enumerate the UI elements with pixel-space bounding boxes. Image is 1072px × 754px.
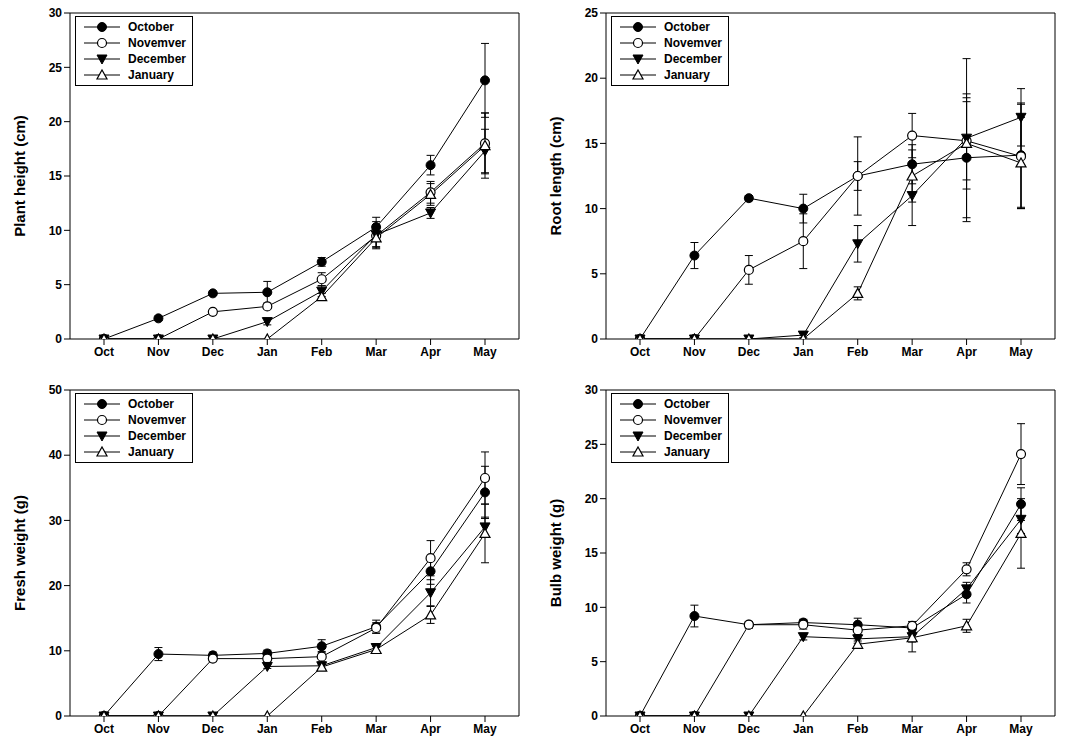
svg-text:20: 20 bbox=[585, 71, 599, 85]
svg-text:Apr: Apr bbox=[420, 722, 441, 736]
html-text:October: October bbox=[664, 397, 710, 411]
svg-text:Oct: Oct bbox=[630, 722, 650, 736]
svg-text:Feb: Feb bbox=[847, 345, 868, 359]
svg-text:5: 5 bbox=[55, 278, 62, 292]
html-text:January: January bbox=[664, 68, 710, 82]
svg-text:15: 15 bbox=[585, 137, 599, 151]
svg-text:Dec: Dec bbox=[738, 345, 760, 359]
html-text:Novemver: Novemver bbox=[664, 36, 722, 50]
html-text:January: January bbox=[128, 68, 174, 82]
svg-text:Nov: Nov bbox=[147, 345, 170, 359]
svg-text:Oct: Oct bbox=[94, 345, 114, 359]
svg-text:0: 0 bbox=[591, 709, 598, 723]
svg-text:15: 15 bbox=[585, 546, 599, 560]
svg-text:Jan: Jan bbox=[793, 722, 814, 736]
svg-text:Nov: Nov bbox=[683, 722, 706, 736]
svg-text:20: 20 bbox=[585, 492, 599, 506]
html-text:December: December bbox=[128, 52, 186, 66]
html-text:October: October bbox=[128, 397, 174, 411]
svg-text:Fresh weight (g): Fresh weight (g) bbox=[11, 495, 28, 611]
svg-text:0: 0 bbox=[55, 709, 62, 723]
svg-text:Mar: Mar bbox=[901, 345, 923, 359]
svg-text:Dec: Dec bbox=[202, 722, 224, 736]
svg-text:15: 15 bbox=[49, 169, 63, 183]
svg-text:Apr: Apr bbox=[420, 345, 441, 359]
svg-text:Jan: Jan bbox=[257, 722, 278, 736]
svg-text:Mar: Mar bbox=[901, 722, 923, 736]
svg-text:Nov: Nov bbox=[683, 345, 706, 359]
svg-text:Dec: Dec bbox=[202, 345, 224, 359]
svg-text:May: May bbox=[473, 345, 497, 359]
svg-text:Mar: Mar bbox=[365, 722, 387, 736]
svg-text:Plant height (cm): Plant height (cm) bbox=[11, 115, 28, 237]
html-text:Novemver: Novemver bbox=[128, 413, 186, 427]
svg-text:5: 5 bbox=[591, 267, 598, 281]
svg-text:5: 5 bbox=[591, 655, 598, 669]
svg-text:30: 30 bbox=[49, 514, 63, 528]
svg-text:10: 10 bbox=[49, 224, 63, 238]
svg-text:Nov: Nov bbox=[147, 722, 170, 736]
svg-text:30: 30 bbox=[49, 6, 63, 20]
html-text:October: October bbox=[664, 20, 710, 34]
svg-text:20: 20 bbox=[49, 115, 63, 129]
svg-text:Feb: Feb bbox=[847, 722, 868, 736]
svg-text:0: 0 bbox=[55, 332, 62, 346]
svg-text:50: 50 bbox=[49, 383, 63, 397]
svg-text:Feb: Feb bbox=[311, 722, 332, 736]
svg-text:Apr: Apr bbox=[956, 722, 977, 736]
svg-text:Root length (cm): Root length (cm) bbox=[547, 116, 564, 235]
html-text:Novemver: Novemver bbox=[664, 413, 722, 427]
svg-text:30: 30 bbox=[585, 383, 599, 397]
svg-text:Mar: Mar bbox=[365, 345, 387, 359]
svg-text:Dec: Dec bbox=[738, 722, 760, 736]
svg-text:25: 25 bbox=[585, 6, 599, 20]
svg-text:Apr: Apr bbox=[956, 345, 977, 359]
svg-text:25: 25 bbox=[585, 438, 599, 452]
html-text:December: December bbox=[664, 429, 722, 443]
svg-text:May: May bbox=[473, 722, 497, 736]
html-text:December: December bbox=[664, 52, 722, 66]
svg-text:Bulb weight (g): Bulb weight (g) bbox=[547, 499, 564, 607]
svg-text:Oct: Oct bbox=[94, 722, 114, 736]
html-text:October: October bbox=[128, 20, 174, 34]
svg-text:Jan: Jan bbox=[793, 345, 814, 359]
html-text:Novemver: Novemver bbox=[128, 36, 186, 50]
html-text:December: December bbox=[128, 429, 186, 443]
svg-text:0: 0 bbox=[591, 332, 598, 346]
svg-text:20: 20 bbox=[49, 579, 63, 593]
svg-text:Jan: Jan bbox=[257, 345, 278, 359]
svg-text:May: May bbox=[1009, 345, 1033, 359]
html-text:January: January bbox=[664, 445, 710, 459]
svg-text:Feb: Feb bbox=[311, 345, 332, 359]
svg-text:10: 10 bbox=[585, 202, 599, 216]
svg-text:10: 10 bbox=[49, 644, 63, 658]
svg-text:May: May bbox=[1009, 722, 1033, 736]
svg-text:10: 10 bbox=[585, 601, 599, 615]
html-text:January: January bbox=[128, 445, 174, 459]
svg-text:25: 25 bbox=[49, 61, 63, 75]
svg-text:40: 40 bbox=[49, 448, 63, 462]
svg-text:Oct: Oct bbox=[630, 345, 650, 359]
